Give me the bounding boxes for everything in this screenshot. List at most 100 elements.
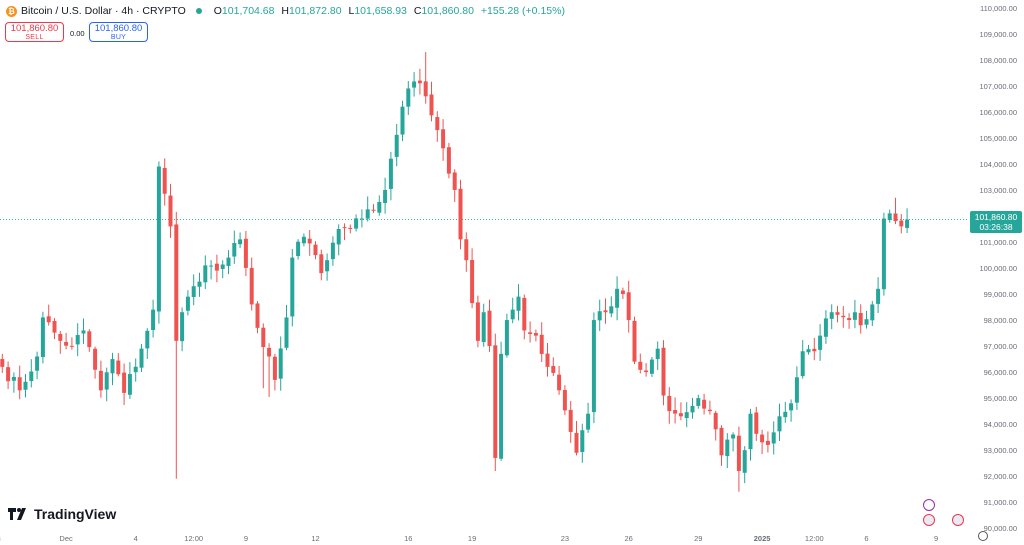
candle[interactable] [551, 357, 556, 377]
candle[interactable] [707, 400, 712, 415]
buy-button[interactable]: 101,860.80 BUY [89, 22, 148, 42]
candle[interactable] [713, 410, 718, 441]
candle[interactable] [348, 224, 353, 234]
tradingview-logo[interactable]: TradingView [8, 506, 116, 522]
candle[interactable] [35, 351, 40, 380]
candle[interactable] [684, 402, 689, 428]
candle[interactable] [180, 307, 185, 352]
candle[interactable] [69, 337, 74, 350]
candle[interactable] [139, 344, 144, 373]
candle[interactable] [893, 197, 898, 225]
candle[interactable] [580, 423, 585, 463]
candle[interactable] [719, 425, 724, 466]
candle[interactable] [475, 295, 480, 348]
candle[interactable] [11, 372, 16, 393]
candle[interactable] [290, 248, 295, 327]
candle[interactable] [562, 385, 567, 415]
candle[interactable] [319, 249, 324, 281]
candle[interactable] [829, 304, 834, 330]
candle[interactable] [539, 322, 544, 362]
candle[interactable] [162, 158, 167, 206]
candle[interactable] [800, 340, 805, 379]
candle[interactable] [499, 341, 504, 461]
candle[interactable] [267, 343, 272, 397]
us-flag-icon[interactable] [952, 514, 964, 526]
candle[interactable] [272, 353, 277, 391]
candle[interactable] [748, 408, 753, 461]
candle[interactable] [122, 363, 127, 406]
symbol-title[interactable]: Bitcoin / U.S. Dollar · 4h · CRYPTO [21, 5, 186, 17]
candle[interactable] [742, 446, 747, 484]
candle[interactable] [365, 196, 370, 222]
candle[interactable] [522, 294, 527, 340]
us-flag-icon[interactable] [923, 514, 935, 526]
candle[interactable] [52, 318, 57, 340]
candle[interactable] [284, 304, 289, 351]
sell-button[interactable]: 101,860.80 SELL [5, 22, 64, 42]
candle[interactable] [626, 280, 631, 333]
candle[interactable] [760, 429, 765, 455]
candle[interactable] [586, 402, 591, 433]
candle[interactable] [783, 401, 788, 423]
candle[interactable] [29, 359, 34, 388]
candle[interactable] [649, 357, 654, 377]
candle[interactable] [568, 400, 573, 443]
candle[interactable] [249, 257, 254, 311]
candle[interactable] [243, 230, 248, 277]
candle[interactable] [574, 420, 579, 456]
candle[interactable] [40, 311, 45, 364]
candle[interactable] [470, 248, 475, 309]
candle[interactable] [754, 406, 759, 441]
candle[interactable] [98, 360, 103, 398]
candle[interactable] [452, 169, 457, 203]
candle[interactable] [197, 272, 202, 297]
candle[interactable] [905, 208, 910, 234]
candle[interactable] [835, 305, 840, 323]
candle[interactable] [458, 179, 463, 250]
candle[interactable] [93, 346, 98, 379]
candle[interactable] [812, 337, 817, 361]
candle[interactable] [777, 403, 782, 441]
candle[interactable] [174, 211, 179, 479]
candle[interactable] [301, 233, 306, 247]
candle[interactable] [870, 301, 875, 327]
candle[interactable] [533, 329, 538, 342]
candle[interactable] [806, 344, 811, 355]
candle[interactable] [296, 239, 301, 260]
candle[interactable] [516, 284, 521, 321]
candle[interactable] [731, 432, 736, 452]
candle[interactable] [528, 321, 533, 343]
candle[interactable] [887, 209, 892, 223]
candle[interactable] [557, 365, 562, 395]
candle[interactable] [597, 299, 602, 332]
candle[interactable] [261, 323, 266, 389]
candle[interactable] [638, 353, 643, 374]
candle[interactable] [394, 124, 399, 167]
candle[interactable] [75, 323, 80, 357]
candle[interactable] [232, 230, 237, 264]
candle[interactable] [435, 111, 440, 142]
candle[interactable] [765, 431, 770, 453]
candle[interactable] [667, 387, 672, 424]
candle[interactable] [464, 232, 469, 272]
candle[interactable] [789, 399, 794, 422]
candle[interactable] [81, 318, 86, 344]
candle[interactable] [110, 352, 115, 386]
candle[interactable] [116, 353, 121, 377]
candle[interactable] [702, 393, 707, 415]
candle[interactable] [818, 324, 823, 361]
candle[interactable] [168, 183, 173, 238]
settings-icon[interactable] [978, 531, 988, 541]
candle[interactable] [655, 341, 660, 370]
candle[interactable] [644, 363, 649, 377]
candle[interactable] [632, 316, 637, 365]
candle[interactable] [620, 287, 625, 299]
candle[interactable] [609, 296, 614, 318]
candle[interactable] [423, 52, 428, 104]
add-event-icon[interactable] [923, 499, 935, 511]
candle[interactable] [313, 241, 318, 260]
candle[interactable] [412, 72, 417, 97]
candle[interactable] [0, 353, 5, 373]
candle[interactable] [446, 142, 451, 179]
candle[interactable] [388, 151, 393, 201]
